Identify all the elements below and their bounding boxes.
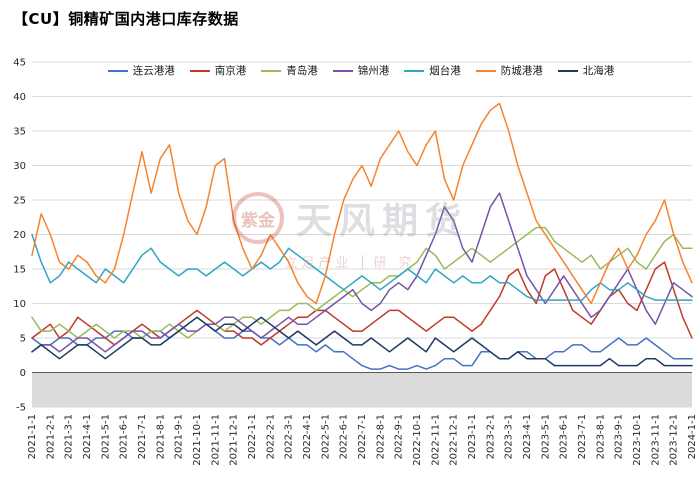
below-zero-band bbox=[32, 372, 692, 407]
legend-swatch-icon bbox=[107, 69, 128, 72]
x-tick-label: 2023-8-1 bbox=[595, 414, 606, 459]
legend-swatch-icon bbox=[404, 69, 425, 72]
x-tick-label: 2022-5-1 bbox=[320, 414, 331, 459]
legend-label: 防城港港 bbox=[500, 65, 543, 77]
y-tick-label: 40 bbox=[13, 92, 26, 103]
series-line-连云港港 bbox=[31, 316, 693, 370]
x-tick-label: 2021-1-1 bbox=[27, 414, 38, 459]
x-tick-label: 2021-9-1 bbox=[174, 414, 185, 459]
x-tick-label: 2024-1-1 bbox=[687, 414, 698, 459]
x-tick-label: 2023-12-1 bbox=[669, 414, 680, 466]
y-tick-label: 15 bbox=[13, 265, 26, 276]
legend-label: 青岛港 bbox=[286, 65, 318, 77]
series-line-防城港港 bbox=[31, 102, 693, 305]
legend-label: 烟台港 bbox=[429, 65, 461, 77]
x-tick-label: 2022-1-1 bbox=[247, 414, 258, 459]
x-tick-label: 2023-10-1 bbox=[632, 414, 643, 466]
x-tick-label: 2022-12-1 bbox=[449, 414, 460, 466]
legend-label: 锦州港 bbox=[357, 65, 390, 77]
x-tick-label: 2022-3-1 bbox=[284, 414, 295, 459]
series-line-锦州港 bbox=[31, 192, 693, 353]
x-tick-label: 2021-3-1 bbox=[64, 414, 75, 459]
series-line-南京港 bbox=[31, 261, 693, 346]
x-tick-label: 2022-11-1 bbox=[430, 414, 441, 466]
y-tick-label: 45 bbox=[13, 58, 26, 69]
x-tick-label: 2023-9-1 bbox=[614, 414, 625, 459]
legend-label: 连云港港 bbox=[132, 65, 175, 77]
x-tick-label: 2022-4-1 bbox=[302, 414, 313, 459]
x-tick-label: 2021-4-1 bbox=[82, 414, 93, 459]
legend-swatch-icon bbox=[261, 69, 282, 72]
legend-label: 北海港 bbox=[582, 65, 615, 77]
y-tick-label: 5 bbox=[20, 334, 26, 345]
x-tick-label: 2022-8-1 bbox=[375, 414, 386, 459]
x-tick-label: 2021-11-1 bbox=[210, 414, 221, 466]
x-tick-label: 2023-11-1 bbox=[650, 414, 661, 466]
x-tick-label: 2023-4-1 bbox=[522, 414, 533, 459]
legend-item-烟台港: 烟台港 bbox=[404, 63, 461, 78]
x-tick-label: 2021-8-1 bbox=[155, 414, 166, 459]
x-tick-label: 2023-1-1 bbox=[467, 414, 478, 459]
y-tick-label: 0 bbox=[20, 368, 26, 379]
legend-item-防城港港: 防城港港 bbox=[475, 63, 543, 78]
x-tick-label: 2021-12-1 bbox=[229, 414, 240, 466]
chart-title: 【CU】铜精矿国内港口库存数据 bbox=[13, 10, 239, 28]
y-tick-label: 35 bbox=[13, 127, 26, 138]
legend-swatch-icon bbox=[557, 69, 578, 72]
legend-swatch-icon bbox=[332, 69, 353, 72]
x-tick-label: 2022-6-1 bbox=[339, 414, 350, 459]
x-tick-label: 2021-6-1 bbox=[119, 414, 130, 459]
x-tick-label: 2021-5-1 bbox=[100, 414, 111, 459]
y-tick-label: 20 bbox=[13, 230, 26, 241]
chart-legend: 连云港港 南京港 青岛港 锦州港 烟台港 防城港港 北海港 bbox=[30, 63, 692, 78]
y-tick-label: 25 bbox=[13, 196, 26, 207]
x-tick-label: 2022-9-1 bbox=[394, 414, 405, 459]
legend-item-南京港: 南京港 bbox=[189, 63, 247, 78]
series-line-烟台港 bbox=[31, 233, 693, 301]
series-line-北海港 bbox=[31, 316, 693, 367]
x-tick-label: 2023-7-1 bbox=[577, 414, 588, 459]
y-tick-label: -5 bbox=[16, 403, 26, 414]
legend-swatch-icon bbox=[475, 69, 496, 72]
x-tick-label: 2021-10-1 bbox=[192, 414, 203, 466]
x-tick-label: 2023-3-1 bbox=[504, 414, 515, 459]
legend-label: 南京港 bbox=[214, 65, 247, 77]
legend-item-北海港: 北海港 bbox=[557, 63, 615, 78]
x-tick-label: 2021-7-1 bbox=[137, 414, 148, 459]
legend-item-连云港港: 连云港港 bbox=[107, 63, 175, 78]
x-tick-label: 2022-10-1 bbox=[412, 414, 423, 466]
x-tick-label: 2022-7-1 bbox=[357, 414, 368, 459]
x-tick-label: 2023-2-1 bbox=[485, 414, 496, 459]
legend-item-锦州港: 锦州港 bbox=[332, 63, 390, 78]
y-tick-label: 10 bbox=[13, 299, 26, 310]
legend-item-青岛港: 青岛港 bbox=[261, 63, 318, 78]
x-tick-label: 2023-6-1 bbox=[559, 414, 570, 459]
legend-swatch-icon bbox=[189, 69, 210, 72]
y-tick-label: 30 bbox=[13, 161, 26, 172]
x-tick-label: 2021-2-1 bbox=[45, 414, 56, 459]
x-tick-label: 2022-2-1 bbox=[265, 414, 276, 459]
x-tick-label: 2023-5-1 bbox=[540, 414, 551, 459]
